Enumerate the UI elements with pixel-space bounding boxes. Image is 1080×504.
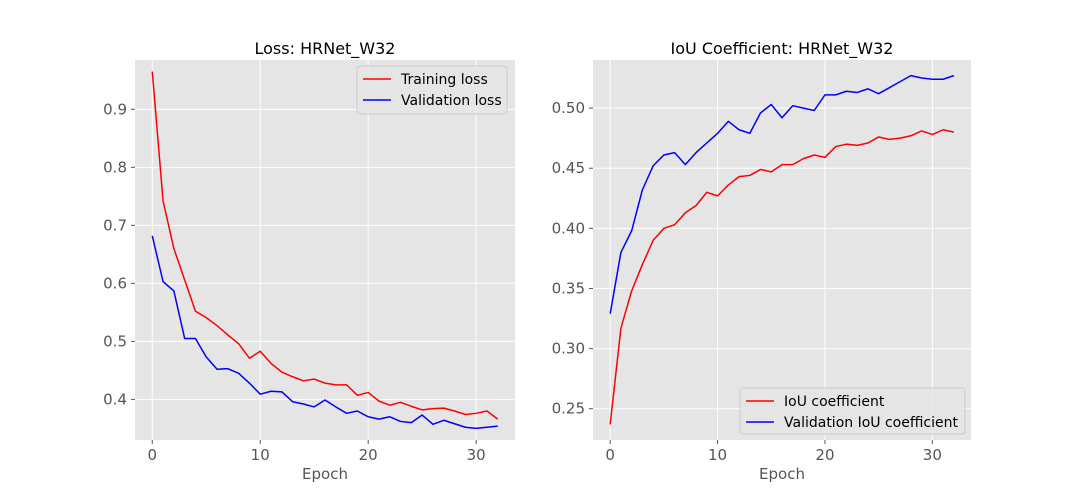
y-tick-label: 0.30 xyxy=(552,340,585,358)
x-tick-label: 0 xyxy=(605,446,615,464)
series-line xyxy=(151,235,498,430)
x-tick-label: 0 xyxy=(147,446,157,464)
y-tick-label: 0.40 xyxy=(552,219,585,237)
x-tick-label: 10 xyxy=(251,446,270,464)
y-tick-label: 0.7 xyxy=(103,216,127,234)
y-tick-label: 0.8 xyxy=(103,158,127,176)
x-axis-label: Epoch xyxy=(302,465,348,483)
legend-label: Validation IoU coefficient xyxy=(784,415,958,431)
y-tick-label: 0.9 xyxy=(103,100,127,118)
y-tick-label: 0.6 xyxy=(103,274,127,292)
x-tick-label: 20 xyxy=(815,446,834,464)
x-tick-label: 30 xyxy=(923,446,942,464)
legend-label: IoU coefficient xyxy=(784,394,885,410)
series-line xyxy=(609,129,954,425)
chart-title: Loss: HRNet_W32 xyxy=(255,39,396,59)
y-tick-label: 0.45 xyxy=(552,159,585,177)
plot-area xyxy=(593,60,971,440)
legend-box xyxy=(356,65,508,115)
legend-label: Training loss xyxy=(400,72,488,88)
y-tick-label: 0.5 xyxy=(103,332,127,350)
legend-box xyxy=(739,387,966,435)
x-tick-label: 30 xyxy=(467,446,486,464)
iou-chart: 0 10 20 30 0.25 0.30 0.35 0.40 0.45 0.50 IoU Coeff… xyxy=(552,39,971,483)
y-tick-label: 0.50 xyxy=(552,99,585,117)
x-axis-label: Epoch xyxy=(759,465,805,483)
series-line xyxy=(151,71,499,420)
plot-area xyxy=(135,60,515,440)
x-tick-label: 20 xyxy=(359,446,378,464)
loss-chart: 0 10 20 30 0.4 0.5 0.6 0.7 0.8 0.9 Loss: HRNet_W32… xyxy=(103,39,515,483)
y-tick-label: 0.35 xyxy=(552,279,585,297)
series-line xyxy=(609,74,955,314)
x-tick-label: 10 xyxy=(708,446,727,464)
legend-label: Validation loss xyxy=(401,93,502,109)
y-tick-label: 0.4 xyxy=(103,390,127,408)
y-tick-label: 0.25 xyxy=(552,400,585,418)
chart-title: IoU Coefficient: HRNet_W32 xyxy=(671,39,894,59)
